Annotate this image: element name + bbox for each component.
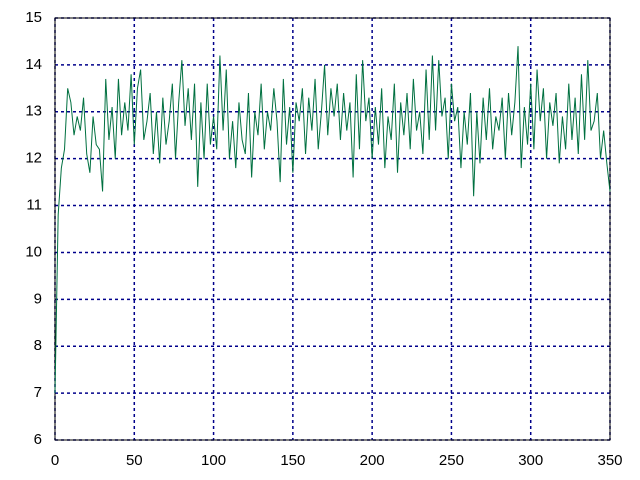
y-tick-label: 14: [25, 56, 42, 73]
y-tick-label: 12: [25, 150, 42, 167]
x-tick-label: 300: [518, 452, 543, 469]
x-tick-label: 250: [439, 452, 464, 469]
data-line: [54, 46, 611, 394]
x-tick-label: 0: [51, 452, 59, 469]
x-tick-label: 100: [201, 452, 226, 469]
y-tick-label: 9: [34, 290, 42, 307]
y-tick-label: 7: [34, 384, 42, 401]
x-tick-label: 200: [360, 452, 385, 469]
y-tick-label: 13: [25, 103, 42, 120]
y-tick-label: 11: [26, 197, 42, 214]
plot-frame: [54, 17, 611, 441]
y-tick-label: 15: [25, 9, 42, 26]
x-tick-label: 150: [280, 452, 305, 469]
y-tick-label: 6: [34, 431, 42, 448]
x-tick-label: 50: [126, 452, 143, 469]
plot-area: [55, 18, 610, 440]
y-tick-label: 8: [34, 337, 42, 354]
y-tick-label: 10: [25, 243, 42, 260]
x-tick-label: 350: [597, 452, 622, 469]
